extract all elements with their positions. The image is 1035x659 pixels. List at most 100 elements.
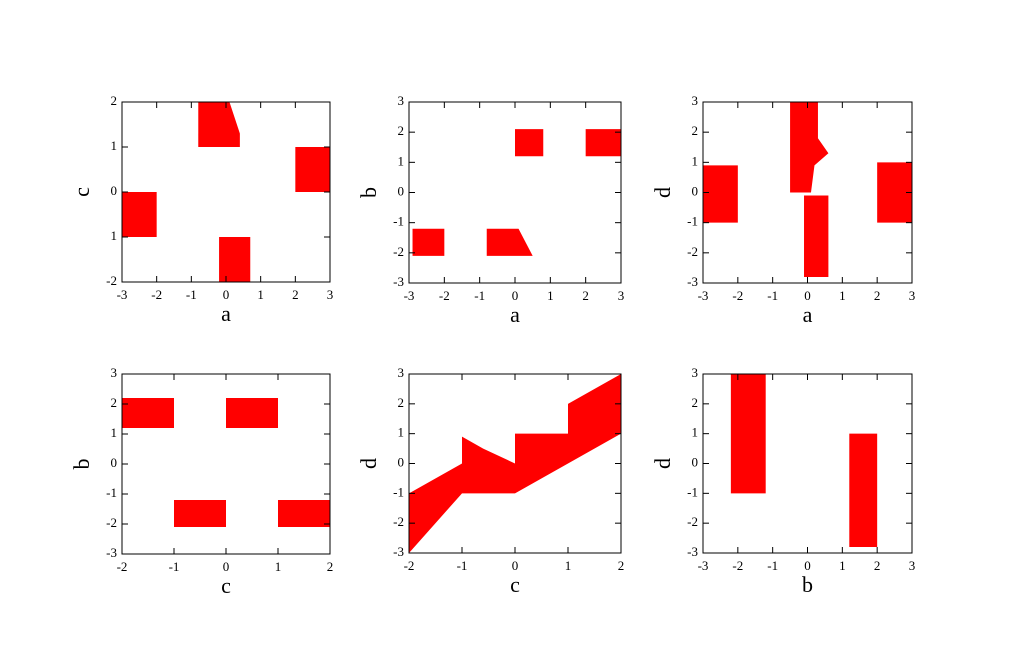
y-tick-label: -3 xyxy=(687,274,698,289)
y-tick-label: -3 xyxy=(393,274,404,289)
x-tick-label: 0 xyxy=(804,558,811,573)
y-tick-label: 2 xyxy=(398,395,405,410)
subplot: -3 -2 -1 0 1 2 3 -3 -2 -1 0 1 2 3 a b xyxy=(356,93,624,327)
x-tick-label: 1 xyxy=(257,287,264,302)
y-tick-label: -3 xyxy=(393,544,404,559)
y-tick-label: 0 xyxy=(692,454,699,469)
x-tick-label: -1 xyxy=(457,558,468,573)
x-tick-label: 2 xyxy=(327,559,334,574)
region xyxy=(295,147,330,192)
x-tick-label: -2 xyxy=(404,558,415,573)
y-tick-label: -2 xyxy=(393,514,404,529)
region xyxy=(804,195,829,277)
region xyxy=(515,129,544,157)
y-tick-label: -1 xyxy=(393,484,404,499)
y-tick-label: 0 xyxy=(111,455,118,470)
y-tick-label: 2 xyxy=(692,395,699,410)
y-tick-label: -1 xyxy=(393,214,404,229)
y-tick-label: 1 xyxy=(111,425,118,440)
y-tick-label: 2 xyxy=(692,123,699,138)
x-tick-label: 2 xyxy=(618,558,625,573)
y-axis-label: d xyxy=(356,458,381,469)
y-tick-label: -2 xyxy=(687,514,698,529)
region xyxy=(409,374,621,553)
subplot: -3 -2 -1 0 1 2 3 -3 -2 -1 0 1 2 3 b d xyxy=(650,365,915,597)
y-tick-label: -1 xyxy=(106,485,117,500)
x-tick-label: 0 xyxy=(804,288,811,303)
x-axis-label: a xyxy=(221,301,231,326)
y-tick-label: 1 xyxy=(692,425,699,440)
x-tick-label: -2 xyxy=(732,558,743,573)
y-tick-label: 2 xyxy=(111,93,118,108)
y-tick-label: -2 xyxy=(106,515,117,530)
x-tick-label: 0 xyxy=(512,558,519,573)
y-tick-label: -3 xyxy=(687,544,698,559)
x-tick-label: -2 xyxy=(117,559,128,574)
region xyxy=(486,228,533,256)
region xyxy=(226,398,278,428)
y-axis-label: b xyxy=(69,459,94,470)
x-tick-label: 3 xyxy=(909,558,916,573)
y-axis-label: b xyxy=(356,187,381,198)
x-tick-label: 1 xyxy=(547,288,554,303)
y-tick-label: -2 xyxy=(106,273,117,288)
x-tick-label: -1 xyxy=(474,288,485,303)
y-tick-label: 1 xyxy=(111,228,118,243)
region xyxy=(174,500,226,527)
x-tick-label: 2 xyxy=(292,287,299,302)
region xyxy=(730,374,766,494)
y-tick-label: 0 xyxy=(111,183,118,198)
x-tick-label: 0 xyxy=(223,287,230,302)
y-tick-label: 2 xyxy=(111,395,118,410)
region xyxy=(412,228,445,256)
x-tick-label: -2 xyxy=(151,287,162,302)
x-tick-label: 2 xyxy=(874,558,881,573)
y-tick-label: -1 xyxy=(687,214,698,229)
region xyxy=(122,398,174,428)
region xyxy=(790,102,829,193)
y-tick-label: -2 xyxy=(393,244,404,259)
y-tick-label: 1 xyxy=(398,153,405,168)
y-tick-label: 2 xyxy=(398,123,405,138)
x-tick-label: 0 xyxy=(223,559,230,574)
x-tick-label: -3 xyxy=(117,287,128,302)
region xyxy=(122,192,157,237)
y-axis-label: d xyxy=(650,187,675,198)
x-tick-label: 3 xyxy=(327,287,334,302)
x-tick-label: 1 xyxy=(839,558,846,573)
y-tick-label: -3 xyxy=(106,545,117,560)
x-tick-label: -1 xyxy=(767,558,778,573)
x-tick-label: -2 xyxy=(732,288,743,303)
x-tick-label: 3 xyxy=(909,288,916,303)
y-tick-label: 3 xyxy=(398,365,405,380)
y-tick-label: 0 xyxy=(692,183,699,198)
x-tick-label: -1 xyxy=(186,287,197,302)
x-tick-label: 3 xyxy=(618,288,625,303)
region xyxy=(219,237,251,282)
y-tick-label: -1 xyxy=(687,484,698,499)
y-axis-label: d xyxy=(650,458,675,469)
y-tick-label: 3 xyxy=(692,365,699,380)
x-axis-label: c xyxy=(510,572,520,597)
y-tick-label: 0 xyxy=(398,454,405,469)
x-tick-label: 1 xyxy=(275,559,282,574)
y-tick-label: 0 xyxy=(398,183,405,198)
region xyxy=(703,165,738,223)
x-tick-label: -3 xyxy=(698,558,709,573)
x-tick-label: -3 xyxy=(698,288,709,303)
y-tick-label: 3 xyxy=(692,93,699,108)
x-tick-label: -1 xyxy=(169,559,180,574)
x-tick-label: 1 xyxy=(839,288,846,303)
x-axis-label: c xyxy=(221,573,231,598)
x-axis-label: a xyxy=(510,302,520,327)
y-tick-label: 3 xyxy=(398,93,405,108)
x-tick-label: 2 xyxy=(582,288,589,303)
y-tick-label: -2 xyxy=(687,244,698,259)
region xyxy=(585,129,621,157)
y-tick-label: 1 xyxy=(398,425,405,440)
region xyxy=(877,162,912,223)
